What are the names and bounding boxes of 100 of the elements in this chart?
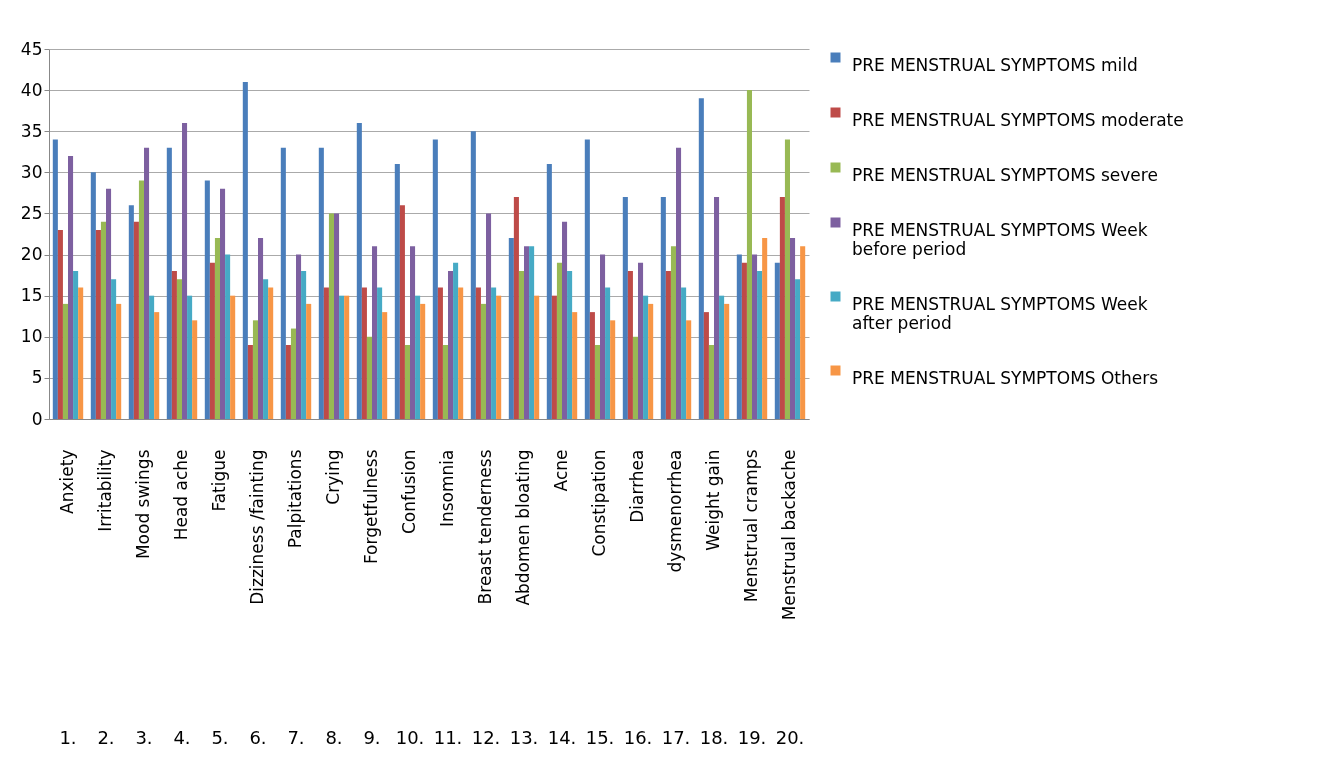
y-tick-label: 20 — [20, 244, 43, 265]
x-tick-label: Acne — [551, 449, 571, 492]
bar — [762, 238, 768, 419]
bar — [643, 295, 649, 419]
bar — [285, 345, 291, 419]
bar — [665, 271, 671, 419]
bar — [225, 254, 231, 419]
text: 19. — [737, 727, 767, 748]
bar — [724, 303, 730, 419]
x-tick-label: Head ache — [171, 449, 191, 541]
bar — [584, 139, 590, 419]
bar — [57, 229, 63, 419]
bar — [323, 287, 329, 419]
text: 17. — [661, 727, 691, 748]
text: 9. — [363, 727, 381, 748]
bar — [166, 147, 172, 419]
bar — [116, 303, 122, 419]
bar — [95, 229, 101, 419]
bar — [486, 213, 492, 419]
bar — [605, 287, 611, 419]
bar — [453, 262, 459, 419]
legend-label: PRE MENSTRUAL SYMPTOMS severe — [852, 164, 1158, 185]
bar — [741, 262, 747, 419]
bar — [736, 254, 742, 419]
bar — [290, 328, 296, 419]
legend-label: PRE MENSTRUAL SYMPTOMS Week after period — [852, 293, 1148, 333]
bar — [470, 131, 476, 419]
bar — [372, 246, 378, 419]
x-tick-label: Confusion — [399, 449, 419, 535]
bar — [366, 336, 372, 419]
bar — [404, 345, 410, 419]
bar — [632, 336, 638, 419]
bar — [252, 320, 258, 419]
bar — [681, 287, 687, 419]
bar — [339, 295, 345, 419]
x-tick-label: Mood swings — [133, 449, 153, 560]
bar — [790, 238, 796, 419]
bar — [562, 221, 568, 419]
bar — [529, 246, 535, 419]
y-tick-label: 10 — [20, 326, 43, 347]
bar — [209, 262, 215, 419]
bar — [144, 147, 150, 419]
x-tick-label: Crying — [323, 449, 343, 505]
bar — [524, 246, 530, 419]
bar — [784, 139, 790, 419]
bar — [328, 213, 334, 419]
text: 16. — [623, 727, 653, 748]
x-tick-label: Anxiety — [57, 449, 77, 514]
bar — [382, 312, 388, 419]
text: 20. — [775, 727, 805, 748]
text: 15. — [585, 727, 615, 748]
bar — [52, 139, 58, 419]
bar — [214, 238, 220, 419]
text: 5. — [211, 727, 229, 748]
bar — [480, 303, 486, 419]
bar — [708, 345, 714, 419]
bar — [399, 205, 405, 419]
text: 13. — [509, 727, 539, 748]
bar — [551, 295, 557, 419]
bar — [73, 271, 79, 419]
bar — [280, 147, 286, 419]
text: 6. — [249, 727, 267, 748]
bar — [746, 90, 752, 419]
bar — [594, 345, 600, 419]
bar — [100, 221, 106, 419]
legend-label: PRE MENSTRUAL SYMPTOMS moderate — [852, 109, 1184, 130]
bar — [111, 279, 117, 419]
x-tick-label: Irritability — [95, 449, 115, 532]
bar — [149, 295, 155, 419]
bar — [627, 271, 633, 419]
bar — [138, 180, 144, 419]
bar — [410, 246, 416, 419]
y-tick-label: 40 — [20, 79, 43, 100]
bar — [686, 320, 692, 419]
bar — [660, 197, 666, 419]
x-tick-label: dysmenorrhea — [665, 449, 685, 573]
bar — [344, 295, 350, 419]
y-tick-label: 30 — [20, 161, 43, 182]
bar — [518, 271, 524, 419]
bar — [377, 287, 383, 419]
bar — [800, 246, 806, 419]
legend-label: PRE MENSTRUAL SYMPTOMS Others — [852, 367, 1159, 388]
bar — [437, 287, 443, 419]
bar — [508, 238, 514, 419]
bar — [534, 295, 540, 419]
bar — [795, 279, 801, 419]
legend-label: PRE MENSTRUAL SYMPTOMS mild — [852, 54, 1138, 75]
bar — [622, 197, 628, 419]
bar — [496, 295, 502, 419]
bar — [513, 197, 519, 419]
bar — [491, 287, 497, 419]
bar — [648, 303, 654, 419]
bar — [356, 123, 362, 419]
x-tick-label: Diarrhea — [627, 449, 647, 523]
x-tick-label: Abdomen bloating — [513, 449, 533, 606]
bar — [361, 287, 367, 419]
bar — [176, 279, 182, 419]
bar — [394, 164, 400, 419]
bar — [182, 123, 188, 419]
bar — [318, 147, 324, 419]
